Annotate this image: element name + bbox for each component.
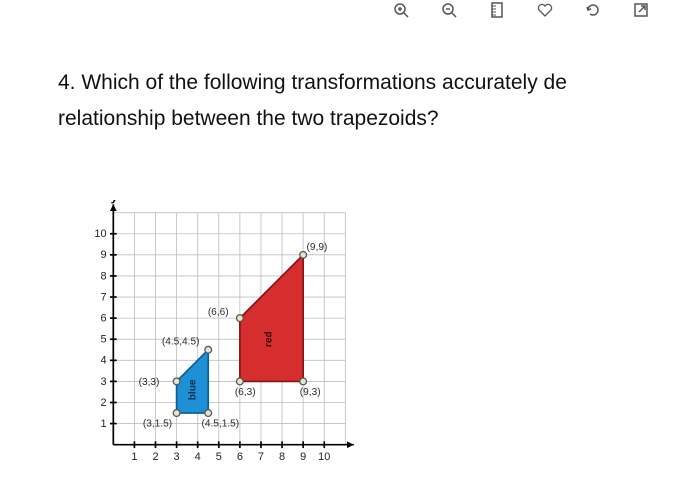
zoom-in-icon[interactable] xyxy=(392,1,410,19)
vertex xyxy=(237,315,244,322)
plane-svg: 1234567891012345678910xy(3,3)(4.5,4.5)(4… xyxy=(88,200,358,470)
vertex-label: (6,3) xyxy=(235,387,256,398)
vertex xyxy=(173,410,180,417)
svg-text:5: 5 xyxy=(100,334,106,346)
svg-text:3: 3 xyxy=(100,376,106,388)
svg-text:4: 4 xyxy=(100,355,106,367)
vertex xyxy=(205,346,212,353)
svg-text:7: 7 xyxy=(258,451,264,463)
toolbar xyxy=(0,0,675,20)
vertex-label: (3,1.5) xyxy=(143,419,172,430)
question-line2: relationship between the two trapezoids? xyxy=(58,107,439,130)
vertex-label: (9,3) xyxy=(300,387,321,398)
vertex xyxy=(237,378,244,385)
vertex xyxy=(205,410,212,417)
svg-text:8: 8 xyxy=(279,451,285,463)
axes xyxy=(110,204,354,448)
question-line1: 4. Which of the following transformation… xyxy=(58,71,567,94)
vertex-label: (9,9) xyxy=(307,242,328,253)
heart-icon[interactable] xyxy=(536,1,554,19)
svg-text:10: 10 xyxy=(94,228,106,240)
vertex-label: (4.5,4.5) xyxy=(162,337,200,348)
fullscreen-icon[interactable] xyxy=(632,1,650,19)
coordinate-plane-figure: 1234567891012345678910xy(3,3)(4.5,4.5)(4… xyxy=(58,190,368,490)
svg-text:2: 2 xyxy=(100,397,106,409)
svg-text:2: 2 xyxy=(152,451,158,463)
vertex-label: (6,6) xyxy=(208,307,229,318)
svg-text:9: 9 xyxy=(100,249,106,261)
vertex xyxy=(173,378,180,385)
svg-text:9: 9 xyxy=(300,451,306,463)
blue-label: blue xyxy=(188,379,199,400)
red-label: red xyxy=(264,331,275,347)
reset-icon[interactable] xyxy=(584,1,602,19)
vertex-label: (3,3) xyxy=(139,377,160,388)
svg-text:6: 6 xyxy=(237,451,243,463)
zoom-out-icon[interactable] xyxy=(440,1,458,19)
vertex xyxy=(300,378,307,385)
vertex-label: (4.5,1.5) xyxy=(201,419,239,430)
svg-text:3: 3 xyxy=(174,451,180,463)
svg-text:5: 5 xyxy=(216,451,222,463)
svg-text:4: 4 xyxy=(195,451,201,463)
red-trapezoid xyxy=(240,255,303,382)
svg-text:1: 1 xyxy=(100,418,106,430)
svg-text:7: 7 xyxy=(100,291,106,303)
svg-text:8: 8 xyxy=(100,270,106,282)
vertex xyxy=(300,251,307,258)
y-axis-label: y xyxy=(111,200,120,204)
svg-text:6: 6 xyxy=(100,313,106,325)
question-text: 4. Which of the following transformation… xyxy=(58,65,675,136)
svg-text:1: 1 xyxy=(131,451,137,463)
svg-text:10: 10 xyxy=(318,451,330,463)
ruler-icon[interactable] xyxy=(488,1,506,19)
